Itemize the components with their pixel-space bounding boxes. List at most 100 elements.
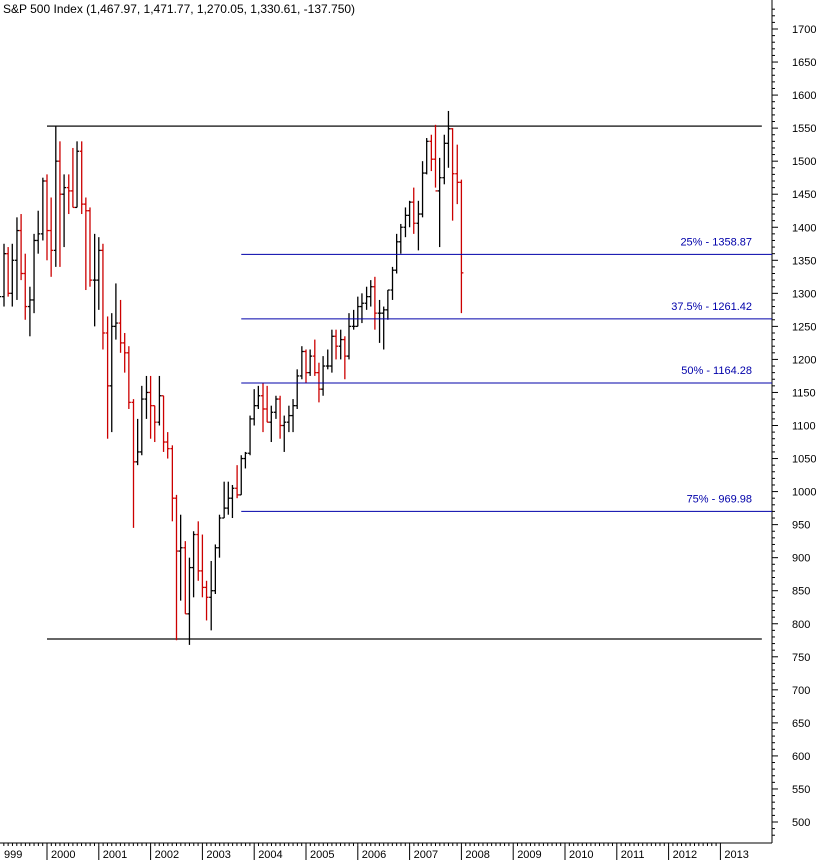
ohlc-bar [196,521,201,581]
ohlc-bar [437,157,442,248]
y-tick-label: 1700 [792,24,816,36]
x-tick-label: 2008 [465,849,489,861]
ohlc-bar [83,197,88,291]
ohlc-bar [79,141,84,215]
ohlc-bar [243,451,248,469]
y-tick-label: 1350 [792,255,816,267]
ohlc-bar [183,541,188,615]
ohlc-bar [144,375,149,419]
ohlc-bar [113,283,118,340]
y-tick-label: 1300 [792,288,816,300]
ohlc-bar [49,197,54,277]
ohlc-bar [355,296,360,328]
x-tick-label: 2010 [569,849,593,861]
ohlc-bar [329,329,334,373]
x-tick-label: 2011 [621,849,645,861]
ohlc-bar [165,432,170,459]
ohlc-bar [450,128,455,221]
ohlc-bar [174,494,179,641]
fib-level-label: 37.5% - 1261.42 [671,301,752,313]
ohlc-bar [282,415,287,452]
x-tick-label: 2002 [155,849,179,861]
y-tick-label: 1050 [792,454,816,466]
ohlc-bar [273,395,278,419]
ohlc-bar [308,349,313,376]
fibonacci-levels: 25% - 1358.87 37.5% - 1261.42 50% - 1164.2… [241,236,772,512]
y-tick-label: 600 [792,751,810,763]
y-tick-label: 1650 [792,57,816,69]
ohlc-bar [346,313,351,360]
ohlc-bar [57,141,62,267]
ohlc-bar [157,375,162,426]
ohlc-bar [226,481,231,515]
ohlc-bar [433,124,438,192]
ohlc-bar [325,349,330,370]
y-tick-label: 1200 [792,354,816,366]
y-axis: 500 550 600 650 700 750 800 850 900 950 1000 1050 11… [771,0,816,843]
ohlc-bar [381,306,386,350]
x-tick-label: 2004 [258,849,282,861]
y-tick-label: 1550 [792,123,816,135]
ohlc-bar [161,395,166,452]
ohlc-bar [66,174,71,215]
ohlc-bar [321,356,326,396]
ohlc-bar [416,200,421,251]
ohlc-bar [261,382,266,433]
ohlc-bar [299,346,304,380]
ohlc-bar [70,147,75,209]
ohlc-bar [420,161,425,218]
ohlc-bar [252,389,257,426]
ohlc-bar [377,299,382,343]
ohlc-bar [372,276,377,330]
ohlc-bar [75,141,80,209]
ohlc-bar [135,418,140,466]
ohlc-bar [312,339,317,376]
ohlc-bar [222,481,227,519]
ohlc-bar [342,336,347,380]
ohlc-bar [87,207,92,287]
ohlc-bar [459,179,464,314]
y-tick-label: 1450 [792,189,816,201]
y-tick-label: 750 [792,652,810,664]
ohlc-bar [398,223,403,254]
y-tick-label: 650 [792,718,810,730]
ohlc-bar [32,233,37,314]
ohlc-bar [256,385,261,409]
ohlc-bar [152,405,157,443]
ohlc-bar [2,243,7,307]
ohlc-bars [0,110,464,645]
y-tick-label: 700 [792,685,810,697]
ohlc-bar [6,247,11,297]
ohlc-bar [27,286,32,337]
y-tick-label: 1150 [792,387,816,399]
ohlc-bar [45,174,49,261]
y-tick-label: 1400 [792,222,816,234]
horizontal-lines [47,125,762,640]
ohlc-bar [191,531,196,598]
ohlc-bar [239,455,244,496]
ohlc-bar [19,214,24,281]
x-tick-label: 2005 [310,849,334,861]
ohlc-bar [62,174,67,248]
ohlc-bar [148,375,153,439]
chart-title: S&P 500 Index (1,467.97, 1,471.77, 1,270… [3,2,355,16]
ohlc-bar [304,349,308,383]
ohlc-bar [131,399,136,528]
ohlc-bar [338,329,343,360]
x-tick-label: 2009 [517,849,541,861]
x-tick-label: 2007 [414,849,438,861]
y-tick-label: 1100 [792,421,816,433]
ohlc-bar [126,346,131,409]
ohlc-bar [265,385,270,423]
ohlc-bar [139,385,144,456]
ohlc-bar [248,415,253,456]
ohlc-bar [334,329,339,360]
ohlc-bar [36,210,41,254]
ohlc-bar [14,217,19,300]
ohlc-bar [213,544,218,595]
ohlc-bar [407,200,412,228]
ohlc-bar [0,295,2,298]
ohlc-bar [230,484,235,519]
ohlc-bar [429,134,434,172]
